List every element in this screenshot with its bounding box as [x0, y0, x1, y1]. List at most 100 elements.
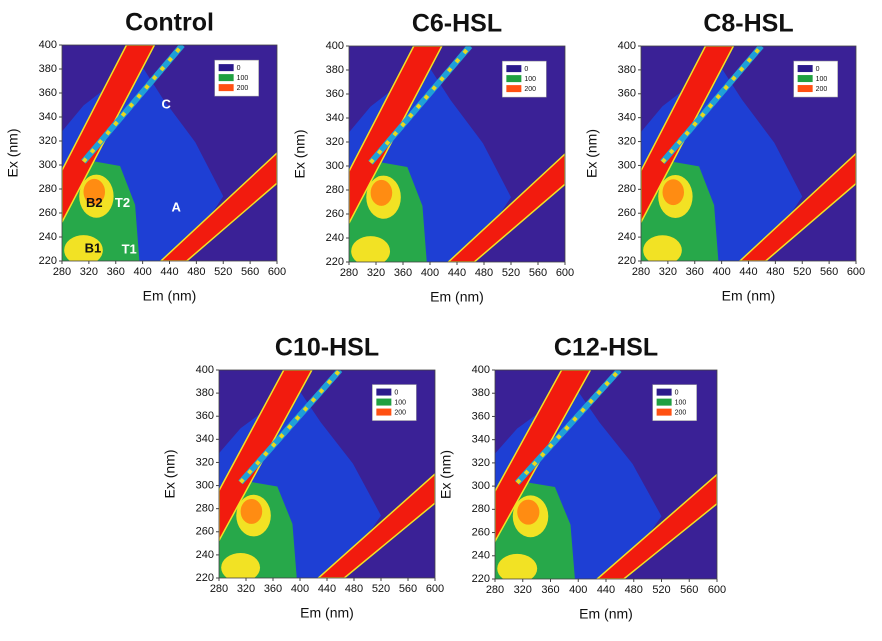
legend-swatch	[376, 398, 392, 406]
y-tick-label: 320	[39, 135, 57, 147]
y-tick-label: 360	[472, 410, 490, 422]
y-tick-label: 320	[618, 135, 636, 147]
legend-swatch	[797, 65, 813, 73]
legend-label: 0	[524, 66, 528, 73]
y-tick-label: 220	[196, 572, 214, 584]
scatter-band	[595, 473, 717, 579]
y-tick-label: 280	[618, 183, 636, 195]
x-tick-label: 480	[766, 266, 784, 278]
legend-label: 100	[675, 399, 687, 406]
legend-swatch	[656, 388, 672, 396]
legend-swatch	[797, 75, 813, 83]
contour-region	[370, 179, 393, 206]
x-tick-label: 360	[394, 267, 412, 279]
x-tick-label: 520	[214, 266, 232, 278]
y-tick-label: 400	[39, 39, 57, 51]
scatter-dots	[369, 46, 472, 164]
legend-swatch	[376, 408, 392, 416]
scatter-band	[447, 152, 565, 262]
contour-region	[643, 235, 682, 261]
x-axis-label: Em (nm)	[143, 288, 197, 304]
x-tick-label: 400	[569, 584, 587, 596]
x-tick-label: 280	[486, 584, 504, 596]
y-tick-label: 400	[326, 40, 344, 52]
y-tick-label: 340	[472, 434, 490, 446]
legend-swatch	[506, 85, 522, 93]
y-tick-label: 300	[472, 480, 490, 492]
plot-area	[495, 370, 717, 579]
legend-swatch	[218, 74, 234, 82]
x-tick-label: 600	[708, 584, 726, 596]
y-tick-label: 220	[326, 256, 344, 268]
y-tick-label: 280	[196, 503, 214, 515]
x-tick-label: 520	[372, 583, 390, 595]
annotation: B1	[85, 240, 102, 255]
y-tick-label: 360	[326, 88, 344, 100]
y-tick-label: 340	[618, 112, 636, 124]
legend-swatch	[656, 408, 672, 416]
chart-title: Control	[125, 9, 214, 37]
y-tick-label: 240	[196, 549, 214, 561]
legend-swatch	[376, 388, 392, 396]
x-tick-label: 560	[241, 266, 259, 278]
y-tick-label: 380	[472, 387, 490, 399]
y-axis-label: Ex (nm)	[292, 130, 308, 179]
y-tick-label: 320	[472, 457, 490, 469]
contour-region	[517, 499, 540, 525]
y-tick-label: 380	[326, 64, 344, 76]
plot-area	[641, 46, 856, 261]
x-tick-label: 600	[847, 266, 865, 278]
x-tick-label: 360	[541, 584, 559, 596]
legend-label: 0	[237, 65, 241, 72]
y-tick-label: 220	[472, 573, 490, 585]
annotation: A	[172, 200, 182, 215]
x-tick-label: 280	[632, 266, 650, 278]
y-tick-label: 220	[618, 255, 636, 267]
x-tick-label: 600	[426, 583, 444, 595]
x-tick-label: 280	[340, 267, 358, 279]
contour-region	[221, 553, 261, 578]
x-tick-label: 520	[793, 266, 811, 278]
legend-swatch	[656, 398, 672, 406]
x-tick-label: 440	[160, 266, 178, 278]
x-tick-label: 400	[421, 267, 439, 279]
x-axis-label: Em (nm)	[430, 289, 484, 305]
y-tick-label: 280	[39, 183, 57, 195]
x-tick-label: 320	[80, 266, 98, 278]
y-tick-label: 340	[196, 433, 214, 445]
legend-label: 100	[237, 75, 249, 82]
annotation: T1	[122, 242, 137, 257]
legend-swatch	[506, 75, 522, 83]
y-tick-label: 380	[618, 64, 636, 76]
x-tick-label: 600	[268, 266, 286, 278]
y-tick-label: 340	[326, 112, 344, 124]
y-tick-label: 340	[39, 111, 57, 123]
annotation: B2	[86, 195, 103, 210]
contour-region	[497, 553, 538, 579]
y-tick-label: 380	[39, 63, 57, 75]
x-tick-label: 560	[680, 584, 698, 596]
legend-label: 200	[675, 409, 687, 416]
y-axis-label: Ex (nm)	[5, 129, 21, 178]
x-tick-label: 560	[399, 583, 417, 595]
x-tick-label: 280	[210, 583, 228, 595]
legend-label: 100	[524, 76, 536, 83]
y-tick-label: 300	[196, 479, 214, 491]
legend-label: 200	[394, 409, 406, 416]
legend-swatch	[218, 84, 234, 92]
x-axis-label: Em (nm)	[579, 606, 633, 622]
annotation: T2	[115, 195, 130, 210]
x-tick-label: 560	[529, 267, 547, 279]
legend-label: 100	[816, 76, 828, 83]
legend-swatch	[218, 64, 234, 72]
scatter-dots	[239, 370, 342, 484]
x-tick-label: 440	[448, 267, 466, 279]
y-tick-label: 320	[326, 136, 344, 148]
y-tick-label: 280	[326, 184, 344, 196]
y-tick-label: 220	[39, 255, 57, 267]
y-tick-label: 320	[196, 456, 214, 468]
y-tick-label: 400	[196, 364, 214, 376]
legend-label: 200	[237, 85, 249, 92]
x-tick-label: 280	[53, 266, 71, 278]
